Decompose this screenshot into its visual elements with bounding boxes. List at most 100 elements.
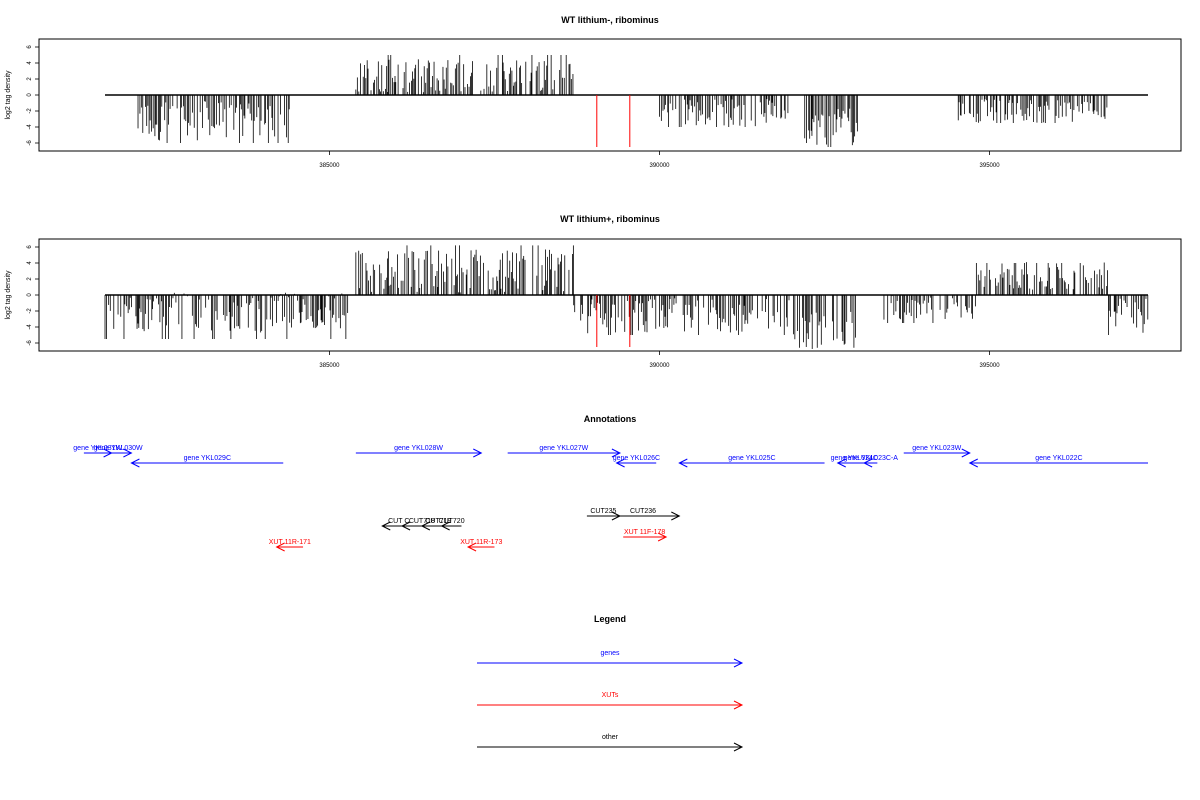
panel-2-ytick-label: -2 — [27, 308, 33, 314]
legend-title: Legend — [594, 614, 626, 624]
annotation-gene-ykl025c: gene YKL025C — [678, 455, 825, 468]
annotation-label: CUT236 — [630, 508, 656, 515]
panel-1-x-axis: 385000 390000 395000 — [319, 151, 1000, 169]
annotation-gene-ykl023w: gene YKL023W — [903, 445, 971, 458]
annotation-label: gene YKL024C — [831, 455, 878, 462]
annotation-arrowhead — [657, 532, 668, 542]
panel-2-ytick-label: -4 — [27, 324, 33, 330]
annotation-xut-11r-171: XUT 11R-171 — [269, 539, 311, 552]
annotations-title: Annotations — [584, 414, 637, 424]
panel-1-ylabel: log2 tag density — [5, 70, 12, 120]
legend-panel: Legend genes XUTs other — [477, 614, 744, 752]
panel-2-ytick-label: 0 — [27, 293, 33, 297]
annotation-gene-ykl028w: gene YKL028W — [355, 445, 483, 458]
annotation-xut-11f-178: XUT 11F-178 — [623, 529, 668, 542]
annotation-label: gene YKL028W — [394, 445, 443, 452]
annotation-arrowhead — [123, 448, 133, 458]
annotation-arrowhead — [836, 458, 846, 468]
annotation-gene-ykl027w: gene YKL027W — [507, 445, 622, 458]
annotation-label: gene YKL031W — [73, 445, 122, 452]
panel-2-ytick-label: 6 — [27, 245, 33, 249]
annotation-arrowhead — [611, 448, 622, 458]
annotation-label: gene YKL022C — [1035, 455, 1082, 462]
annotation-label: gene YKL025C — [728, 455, 775, 462]
annotation-cut236: CUT236 — [606, 508, 681, 521]
annotation-arrowhead — [678, 458, 688, 468]
panel-2-y-axis: 6 4 2 0 -2 -4 -6 — [27, 245, 39, 346]
legend-arrowhead — [733, 700, 744, 710]
annotation-label: gene YKL029C — [184, 455, 231, 462]
annotation-label: gene YKL023C-A — [844, 455, 899, 462]
coverage-panel-1: WT lithium-, ribominus log2 tag density … — [5, 15, 1182, 169]
panel-1-ytick-label: 0 — [27, 93, 33, 97]
annotation-arrowhead — [275, 542, 285, 552]
legend-label: XUTs — [602, 692, 619, 699]
panel-1-ytick-label: 2 — [27, 77, 33, 81]
panel-2-title: WT lithium+, ribominus — [560, 214, 660, 224]
legend-item-other: other — [477, 734, 744, 752]
legend-arrowhead — [733, 742, 744, 752]
annotation-label: gene YKL026C — [613, 455, 660, 462]
panel-2-ytick-label: 4 — [27, 261, 33, 265]
annotation-label: CUT C — [388, 518, 409, 525]
annotation-label: gene YKL023W — [912, 445, 961, 452]
annotation-arrowhead — [671, 511, 681, 521]
panel-1-xtick-label: 385000 — [319, 163, 340, 169]
annotation-label: XUT 11R-171 — [269, 539, 311, 546]
legend-item-xuts: XUTs — [477, 692, 744, 710]
annotation-arrowhead — [381, 521, 391, 531]
panel-1-title: WT lithium-, ribominus — [561, 15, 659, 25]
annotation-label: CUT718 — [409, 518, 435, 525]
annotation-arrowhead — [130, 458, 140, 468]
panel-1-ytick-label: -2 — [27, 108, 33, 114]
panel-2-bars — [104, 245, 1149, 349]
legend-label: genes — [600, 650, 620, 657]
annotation-arrowhead — [961, 448, 971, 458]
annotation-arrowhead — [440, 521, 450, 531]
panel-2-ytick-label: -6 — [27, 340, 33, 346]
panel-1-ytick-label: 6 — [27, 45, 33, 49]
annotation-label: CUT720 — [439, 518, 465, 525]
legend-label: other — [602, 734, 619, 741]
legend-item-genes: genes — [477, 650, 744, 668]
panel-2-xtick-label: 395000 — [980, 363, 1001, 369]
legend-arrowhead — [733, 658, 744, 668]
panel-1-xtick-label: 390000 — [649, 163, 670, 169]
panel-2-xtick-label: 390000 — [649, 363, 670, 369]
panel-1-y-axis: 6 4 2 0 -2 -4 -6 — [27, 45, 39, 146]
panel-2-xtick-label: 385000 — [319, 363, 340, 369]
panel-1-bars — [105, 55, 1148, 147]
annotation-arrowhead — [863, 458, 873, 468]
panel-2-ytick-label: 2 — [27, 277, 33, 281]
annotation-gene-ykl022c: gene YKL022C — [968, 455, 1148, 468]
panel-2-ylabel: log2 tag density — [5, 270, 12, 320]
annotation-gene-ykl023c-a: gene YKL023C-A — [844, 455, 899, 468]
annotation-label: gene YKL030W — [94, 445, 143, 452]
annotation-arrowhead — [400, 521, 411, 531]
annotation-gene-ykl029c: gene YKL029C — [130, 455, 284, 468]
panel-1-ytick-label: 4 — [27, 61, 33, 65]
annotation-arrowhead — [615, 458, 625, 468]
annotation-label: CUT235 — [590, 508, 616, 515]
annotation-gene-ykl026c: gene YKL026C — [613, 455, 660, 468]
annotation-label: CUT719 — [425, 518, 451, 525]
annotation-arrowhead — [420, 521, 431, 531]
annotation-label: XUT 11R-173 — [460, 539, 502, 546]
annotation-gene-ykl030w: gene YKL030W — [94, 445, 143, 458]
panel-1-ytick-label: -6 — [27, 140, 33, 146]
annotation-arrowhead — [473, 448, 483, 458]
annotation-label: gene YKL027W — [539, 445, 588, 452]
coverage-panel-2: WT lithium+, ribominus log2 tag density … — [5, 214, 1182, 369]
panel-1-xtick-label: 395000 — [980, 163, 1001, 169]
annotation-arrowhead — [466, 542, 477, 552]
annotation-cut720: CUT720 — [439, 518, 465, 531]
annotation-xut-11r-173: XUT 11R-173 — [460, 539, 502, 552]
panel-2-x-axis: 385000 390000 395000 — [319, 351, 1000, 369]
annotation-arrowhead — [968, 458, 978, 468]
annotation-cut235: CUT235 — [586, 508, 622, 521]
panel-1-ytick-label: -4 — [27, 124, 33, 130]
annotation-label: XUT 11F-178 — [624, 529, 665, 536]
